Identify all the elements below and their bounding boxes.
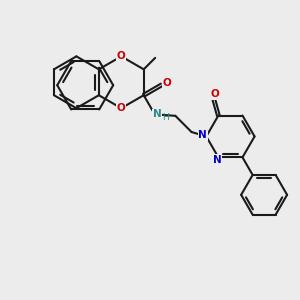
Text: O: O (210, 89, 219, 99)
Text: O: O (117, 51, 126, 62)
Text: O: O (163, 79, 171, 88)
Text: O: O (117, 103, 126, 113)
Text: N: N (198, 130, 207, 140)
Text: N: N (153, 110, 161, 119)
Text: N: N (212, 155, 221, 165)
Text: H: H (163, 113, 169, 122)
